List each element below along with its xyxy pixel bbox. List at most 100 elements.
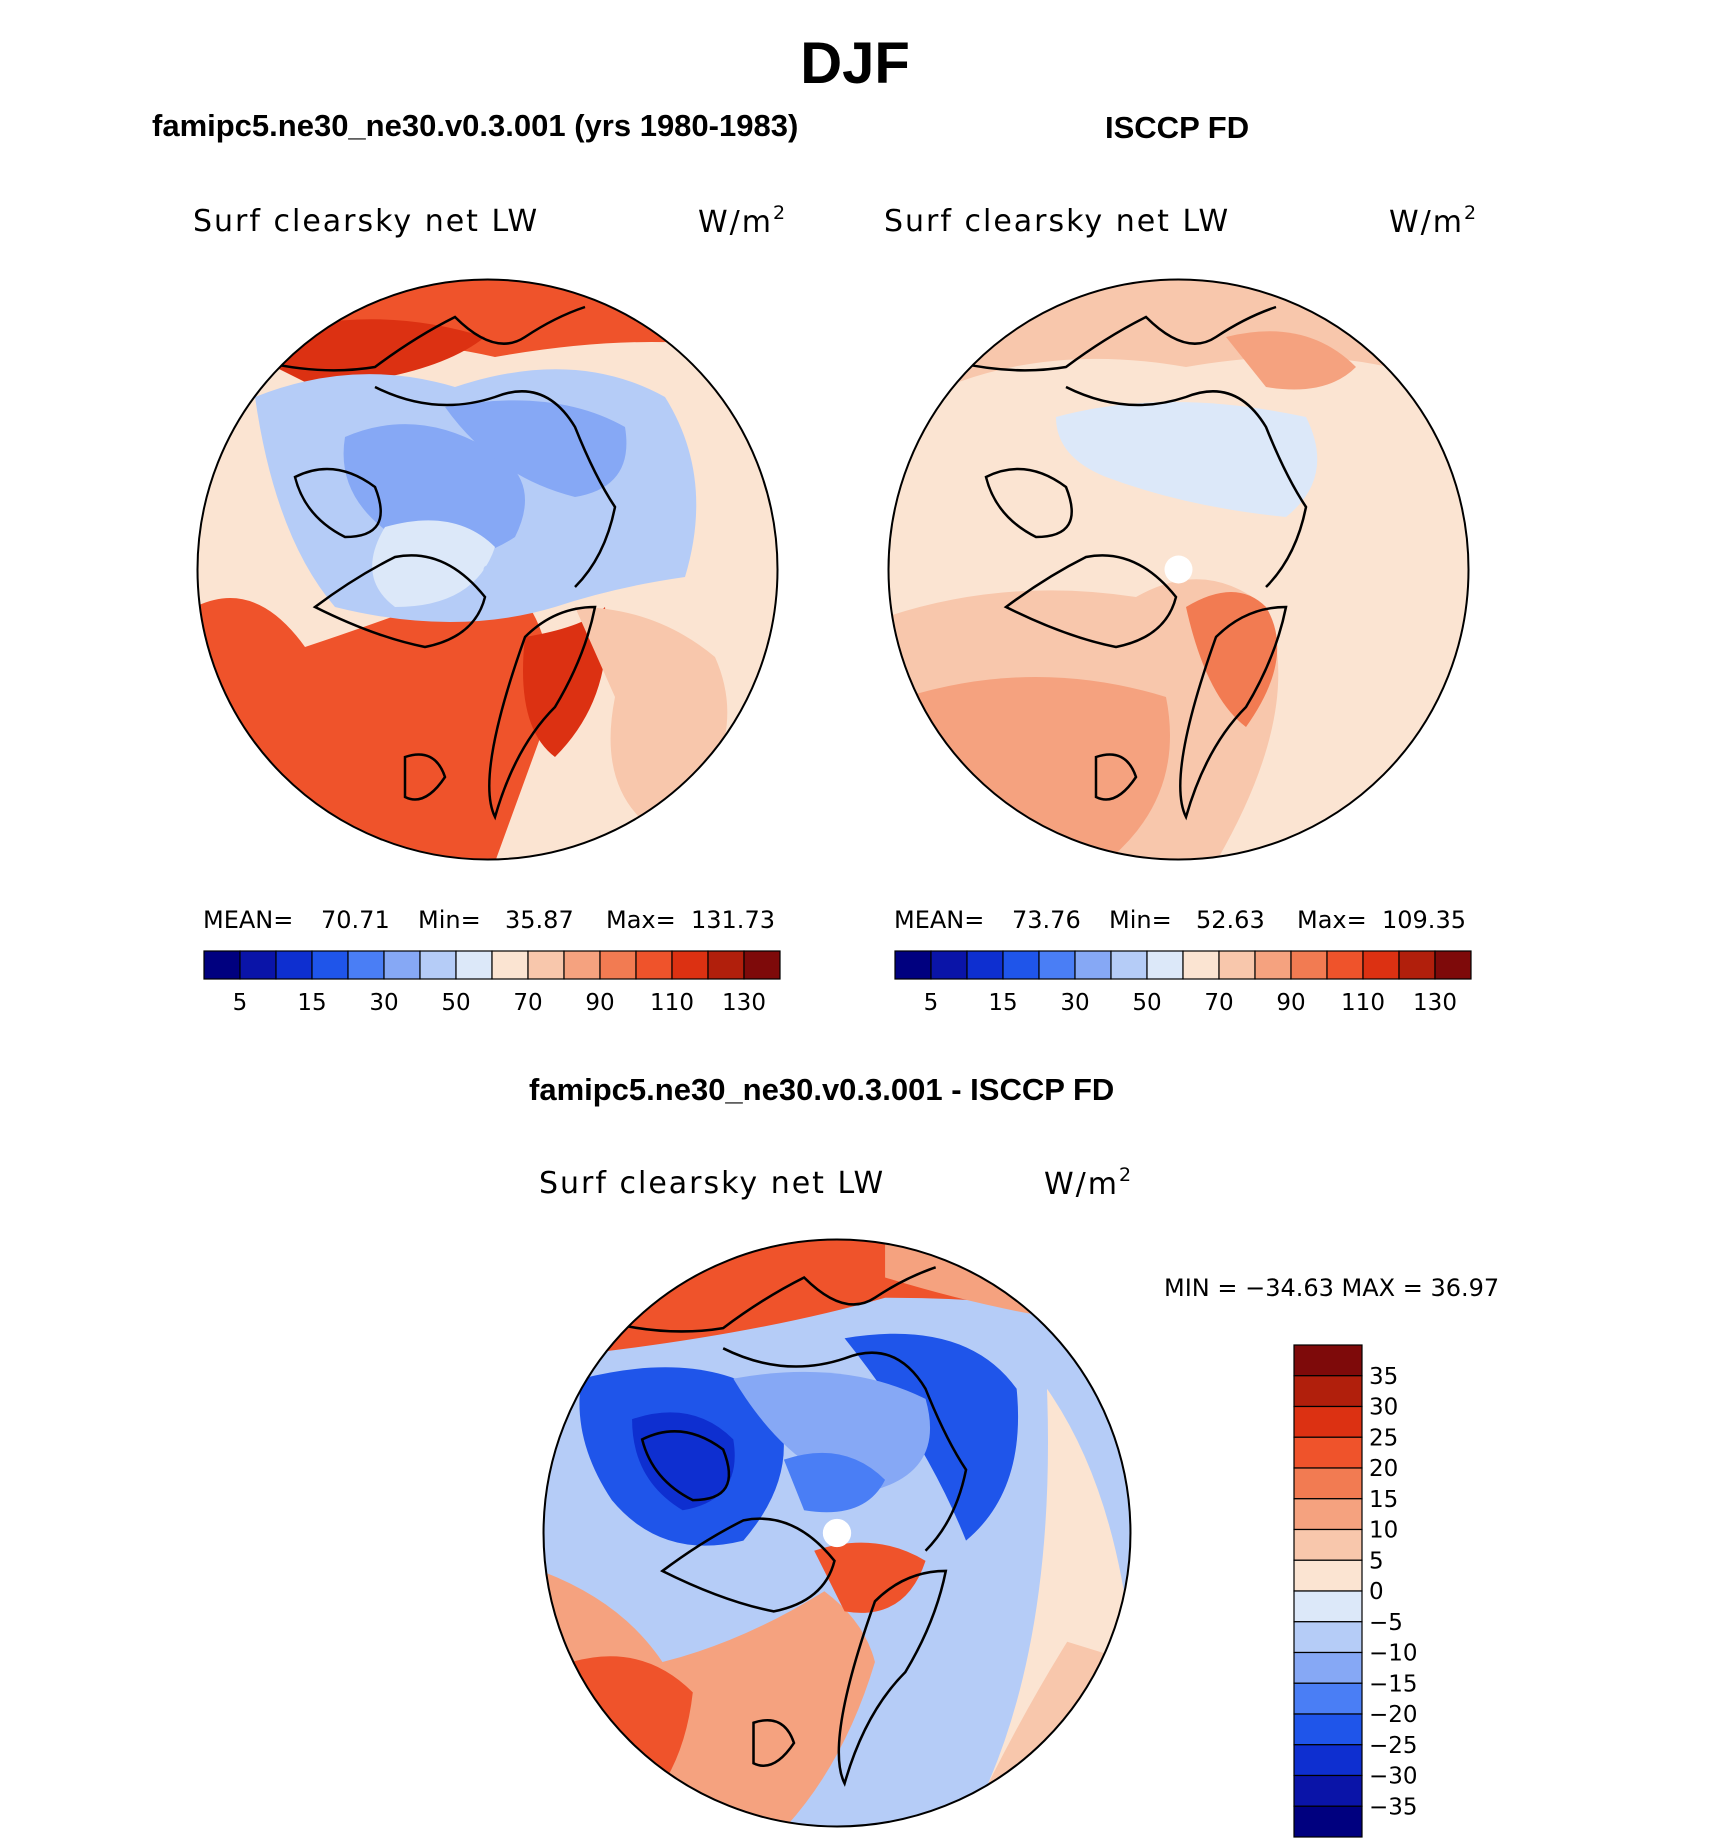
diff-colorbar-swatch [1293, 1559, 1363, 1592]
diff-colorbar-tick-label: 5 [1369, 1548, 1384, 1574]
obs-colorbar-swatch [1146, 950, 1184, 980]
obs-colorbar-swatch [930, 950, 968, 980]
model-colorbar-swatch [635, 950, 673, 980]
obs-stats: MEAN= 73.76 Min= 52.63 Max= 109.35 [894, 906, 1466, 934]
model-panel-title: famipc5.ne30_ne30.v0.3.001 (yrs 1980-198… [152, 108, 799, 143]
diff-colorbar-swatch [1293, 1713, 1363, 1746]
model-colorbar-swatch [419, 950, 457, 980]
obs-map-border [887, 278, 1470, 861]
diff-colorbar-tick-label: 25 [1369, 1425, 1398, 1451]
diff-colorbar-tick-label: −25 [1369, 1733, 1418, 1759]
obs-colorbar-tick-label: 110 [1341, 990, 1385, 1016]
diff-units-label: W/m2 [1044, 1164, 1134, 1202]
model-colorbar-swatch [491, 950, 529, 980]
diff-colorbar-swatch [1293, 1621, 1363, 1654]
obs-colorbar-tick-label: 90 [1276, 990, 1305, 1016]
obs-colorbar-swatch [966, 950, 1004, 980]
model-colorbar-tick-label: 110 [650, 990, 694, 1016]
diff-colorbar-swatch [1293, 1774, 1363, 1807]
diff-colorbar-tick-label: −35 [1369, 1794, 1418, 1820]
figure-title: DJF [800, 31, 910, 96]
diff-colorbar-tick-label: −30 [1369, 1764, 1418, 1790]
obs-colorbar-swatch [1002, 950, 1040, 980]
obs-panel-title: ISCCP FD [1105, 110, 1250, 145]
obs-colorbar-swatch [1254, 950, 1292, 980]
model-colorbar-tick-label: 15 [297, 990, 326, 1016]
diff-colorbar-tick-label: 15 [1369, 1487, 1398, 1513]
model-pole-marker [483, 565, 492, 574]
obs-colorbar: 5 15 30 50 70 90 110 130 [894, 950, 1472, 1016]
model-colorbar-swatch [599, 950, 637, 980]
model-field-central-arctic [445, 400, 627, 497]
diff-colorbar-swatch [1293, 1344, 1363, 1377]
diff-polar-map [542, 1238, 1132, 1828]
diff-field-barents-warm [814, 1542, 926, 1613]
obs-colorbar-tick-label: 50 [1132, 990, 1161, 1016]
model-colorbar-tick-label: 130 [722, 990, 766, 1016]
diff-colorbar-tick-label: 10 [1369, 1518, 1398, 1544]
obs-variable-label: Surf clearsky net LW [884, 204, 1231, 239]
diff-colorbar-swatch [1293, 1436, 1363, 1469]
obs-colorbar-tick-label: 15 [988, 990, 1017, 1016]
model-colorbar-swatch [383, 950, 421, 980]
model-colorbar-tick-label: 90 [585, 990, 614, 1016]
obs-field-arctic [1056, 402, 1318, 517]
model-colorbar-tick-label: 30 [369, 990, 398, 1016]
obs-colorbar-swatch [1218, 950, 1256, 980]
obs-colorbar-swatch [1290, 950, 1328, 980]
model-colorbar-swatch [707, 950, 745, 980]
diff-field-archipelago-min [632, 1412, 735, 1511]
diff-colorbar-tick-label: −15 [1369, 1671, 1418, 1697]
model-colorbar-swatch [743, 950, 781, 980]
obs-colorbar-swatch [1326, 950, 1364, 980]
diff-colorbar-swatch [1293, 1498, 1363, 1531]
diff-colorbar-swatch [1293, 1682, 1363, 1715]
model-colorbar-swatch [347, 950, 385, 980]
diff-colorbar-swatch [1293, 1405, 1363, 1438]
model-colorbar-swatch [203, 950, 241, 980]
diff-colorbar-tick-label: 35 [1369, 1364, 1398, 1390]
obs-colorbar-tick-label: 30 [1060, 990, 1089, 1016]
diff-pole-hole [822, 1518, 852, 1548]
model-colorbar-swatch [239, 950, 277, 980]
obs-colorbar-tick-label: 70 [1204, 990, 1233, 1016]
model-colorbar-tick-label: 5 [233, 990, 248, 1016]
diff-coastlines [591, 1266, 968, 1787]
obs-colorbar-swatch [1182, 950, 1220, 980]
diff-colorbar: 35 30 25 20 15 10 5 0 −5 −10 −15 −20 −25 −30 −35 [1293, 1344, 1418, 1838]
model-field-canadian-archipelago [343, 424, 525, 557]
model-colorbar-swatch [275, 950, 313, 980]
obs-polar-map [887, 278, 1470, 861]
obs-field-siberia [1356, 477, 1411, 697]
diff-colorbar-tick-label: 20 [1369, 1456, 1398, 1482]
obs-field-bering [1226, 331, 1356, 390]
diff-colorbar-swatch [1293, 1528, 1363, 1561]
diff-colorbar-tick-label: −5 [1369, 1610, 1403, 1636]
obs-colorbar-tick-label: 5 [924, 990, 939, 1016]
diff-colorbar-swatch [1293, 1651, 1363, 1684]
obs-colorbar-swatch [1362, 950, 1400, 980]
obs-colorbar-swatch [1398, 950, 1436, 980]
obs-colorbar-tick-label: 130 [1413, 990, 1457, 1016]
diff-colorbar-tick-label: −10 [1369, 1641, 1418, 1667]
obs-colorbar-swatch [1038, 950, 1076, 980]
model-units-label: W/m2 [698, 202, 788, 240]
obs-colorbar-swatch [1434, 950, 1472, 980]
obs-units-label: W/m2 [1389, 202, 1479, 240]
model-colorbar-swatch [527, 950, 565, 980]
diff-colorbar-tick-label: 0 [1369, 1579, 1384, 1605]
model-polar-map [196, 278, 779, 861]
model-colorbar-swatch [563, 950, 601, 980]
diff-colorbar-tick-label: −20 [1369, 1702, 1418, 1728]
model-variable-label: Surf clearsky net LW [193, 204, 540, 239]
diff-panel-title: famipc5.ne30_ne30.v0.3.001 - ISCCP FD [529, 1072, 1115, 1107]
diff-colorbar-swatch [1293, 1744, 1363, 1777]
diff-field-pole-ring [783, 1452, 886, 1513]
diff-colorbar-tick-label: 30 [1369, 1395, 1398, 1421]
model-colorbar-tick-label: 70 [513, 990, 542, 1016]
diff-colorbar-swatch [1293, 1375, 1363, 1408]
model-colorbar: 5 15 30 50 70 90 110 130 [203, 950, 781, 1016]
diff-minmax-label: MIN = −34.63 MAX = 36.97 [1164, 1274, 1500, 1302]
obs-field-atlantic-warm [888, 677, 1170, 860]
obs-colorbar-swatch [1074, 950, 1112, 980]
